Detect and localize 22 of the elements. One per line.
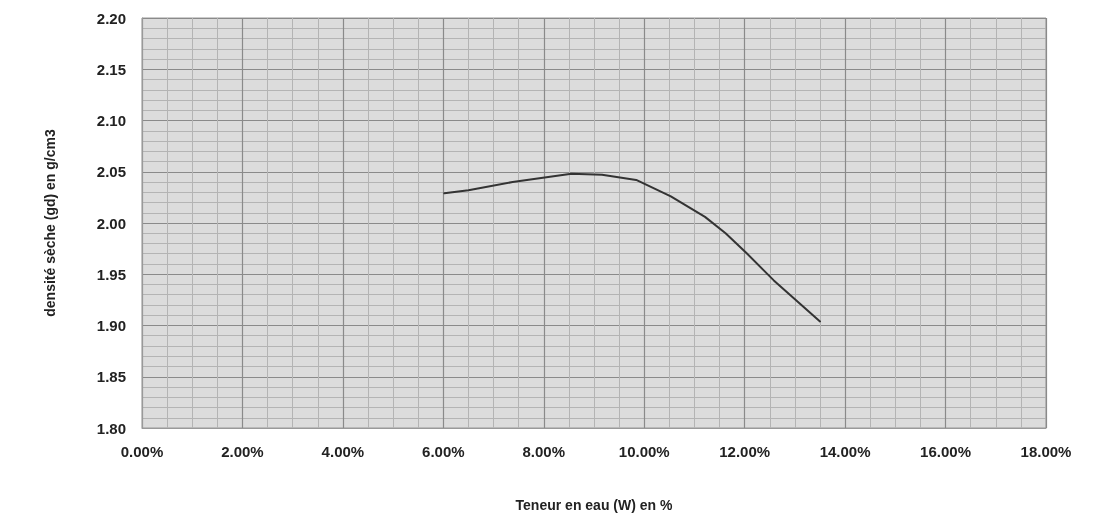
x-tick-label: 18.00% — [1020, 443, 1072, 460]
x-axis-title: Teneur en eau (W) en % — [515, 497, 673, 513]
line-series — [443, 172, 821, 323]
x-tick-label: 2.00% — [221, 443, 264, 460]
y-tick-label: 2.20 — [96, 9, 126, 27]
x-tick-label: 10.00% — [618, 443, 670, 460]
y-axis-title: densité sèche (gd) en g/cm3 — [42, 129, 58, 317]
y-tick-label: 1.90 — [96, 317, 126, 334]
x-tick-label: 8.00% — [522, 443, 566, 460]
y-tick-label: 1.80 — [96, 419, 126, 437]
x-tick-label: 12.00% — [719, 443, 771, 460]
y-tick-label: 1.95 — [96, 265, 126, 283]
y-tick-label: 2.05 — [96, 163, 126, 181]
x-tick-label: 6.00% — [422, 443, 465, 460]
x-tick-label: 14.00% — [819, 443, 871, 460]
y-tick-label: 2.15 — [96, 60, 126, 78]
y-tick-label: 2.10 — [96, 112, 126, 129]
x-tick-label: 4.00% — [321, 443, 365, 460]
x-tick-label: 16.00% — [920, 443, 971, 460]
y-tick-label: 1.85 — [96, 368, 126, 386]
x-tick-label: 0.00% — [120, 443, 164, 460]
y-tick-label: 2.00 — [96, 214, 126, 232]
